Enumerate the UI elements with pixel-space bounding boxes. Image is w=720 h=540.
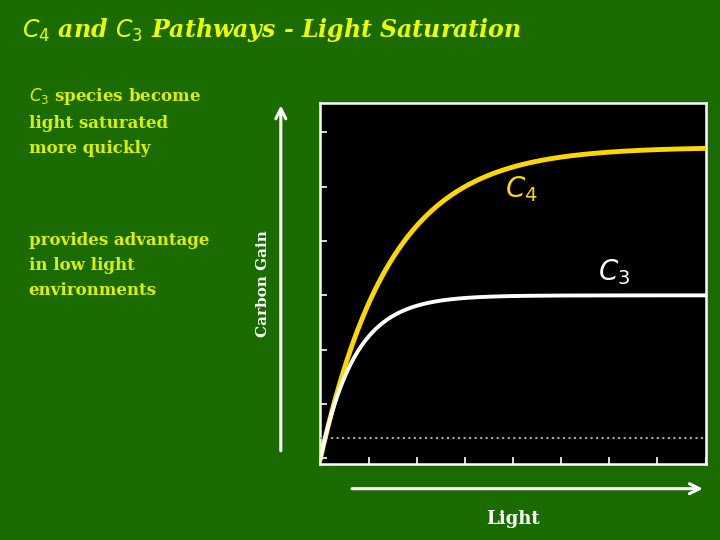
Text: $C_3$: $C_3$: [598, 258, 630, 287]
Text: provides advantage
in low light
environments: provides advantage in low light environm…: [29, 232, 210, 299]
Text: $C_3$ species become
light saturated
more quickly: $C_3$ species become light saturated mor…: [29, 86, 201, 157]
Text: Carbon Gain: Carbon Gain: [256, 230, 270, 337]
Text: $C_4$ and $C_3$ Pathways - Light Saturation: $C_4$ and $C_3$ Pathways - Light Saturat…: [22, 16, 521, 44]
Text: $C_4$: $C_4$: [505, 174, 538, 204]
Text: Light: Light: [486, 510, 540, 528]
